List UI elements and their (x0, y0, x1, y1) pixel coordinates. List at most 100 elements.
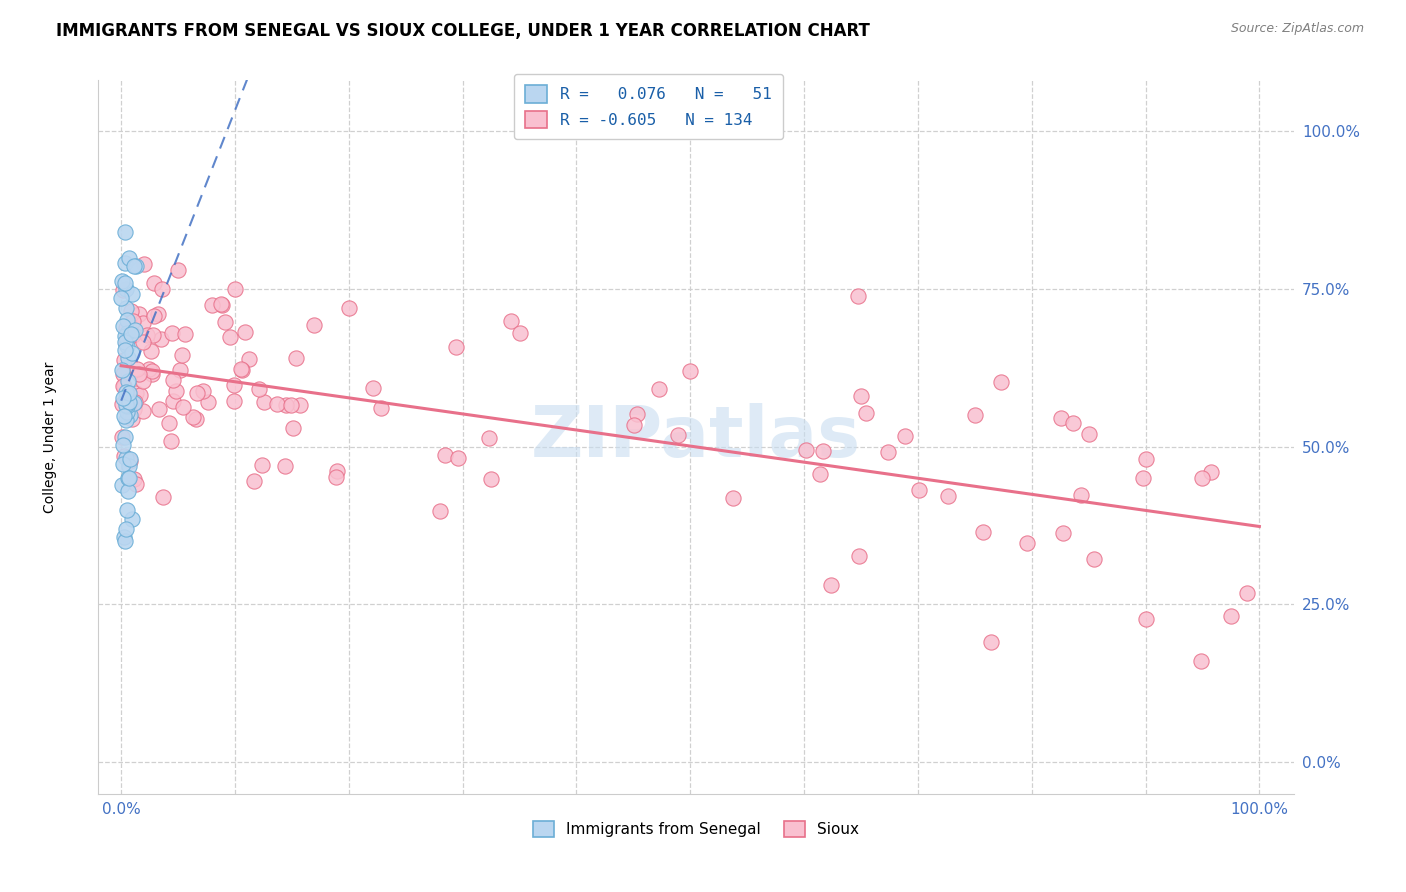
Point (186, 386, 208, 401)
Point (148, 402, 170, 417)
Point (132, 316, 155, 330)
Point (191, 384, 214, 398)
Point (118, 453, 141, 467)
Point (1070, 488, 1092, 502)
Point (1189, 654, 1212, 668)
Point (266, 397, 288, 411)
Point (121, 287, 143, 301)
Point (111, 283, 134, 297)
Point (111, 429, 134, 443)
Point (112, 318, 135, 333)
Point (114, 343, 136, 357)
Point (114, 276, 136, 290)
Point (112, 352, 135, 367)
Point (1191, 471, 1213, 485)
Point (112, 378, 135, 392)
Point (141, 364, 163, 378)
Point (820, 578, 842, 592)
Point (138, 361, 160, 376)
Point (143, 310, 166, 324)
Point (288, 398, 311, 412)
Point (963, 408, 986, 422)
Point (648, 383, 671, 397)
Point (894, 429, 917, 443)
Point (284, 351, 307, 365)
Point (150, 282, 173, 296)
Point (118, 471, 141, 485)
Point (112, 437, 135, 451)
Y-axis label: College, Under 1 year: College, Under 1 year (42, 361, 56, 513)
Point (363, 381, 385, 395)
Point (1199, 465, 1222, 479)
Point (152, 490, 174, 504)
Point (811, 444, 834, 458)
Point (181, 410, 204, 425)
Point (118, 395, 141, 409)
Point (120, 452, 142, 467)
Point (1132, 471, 1154, 485)
Point (478, 431, 501, 445)
Point (122, 328, 145, 343)
Point (499, 314, 522, 328)
Point (124, 395, 146, 409)
Point (174, 326, 197, 341)
Point (114, 256, 136, 270)
Point (132, 374, 155, 388)
Point (117, 405, 139, 419)
Point (794, 442, 817, 457)
Text: Source: ZipAtlas.com: Source: ZipAtlas.com (1230, 22, 1364, 36)
Point (219, 329, 242, 343)
Point (231, 361, 253, 376)
Point (110, 291, 132, 305)
Point (238, 352, 260, 367)
Point (1017, 536, 1039, 550)
Point (337, 301, 360, 315)
Point (125, 362, 148, 376)
Point (122, 472, 145, 486)
Point (111, 274, 134, 288)
Point (1050, 411, 1073, 425)
Point (118, 385, 141, 400)
Point (1236, 586, 1258, 600)
Point (118, 408, 141, 422)
Point (855, 407, 877, 421)
Point (209, 297, 232, 311)
Point (142, 277, 165, 291)
Point (157, 417, 180, 431)
Point (280, 398, 302, 412)
Point (114, 321, 136, 335)
Point (121, 512, 143, 526)
Point (125, 259, 148, 273)
Point (121, 346, 143, 360)
Point (1062, 416, 1084, 430)
Point (222, 377, 245, 392)
Point (114, 522, 136, 536)
Point (114, 451, 136, 466)
Point (167, 262, 190, 277)
Point (222, 393, 245, 408)
Text: IMMIGRANTS FROM SENEGAL VS SIOUX COLLEGE, UNDER 1 YEAR CORRELATION CHART: IMMIGRANTS FROM SENEGAL VS SIOUX COLLEGE… (56, 22, 870, 40)
Point (128, 368, 150, 382)
Point (124, 323, 146, 337)
Point (115, 399, 138, 413)
Point (1135, 612, 1157, 626)
Point (444, 340, 467, 354)
Point (936, 489, 959, 503)
Point (114, 413, 136, 427)
Point (184, 412, 207, 426)
Point (115, 398, 138, 412)
Point (247, 383, 270, 397)
Point (302, 318, 325, 332)
Point (115, 326, 138, 340)
Point (114, 225, 136, 239)
Point (111, 457, 134, 471)
Point (114, 430, 136, 444)
Point (122, 393, 145, 408)
Point (111, 367, 134, 381)
Point (115, 313, 138, 327)
Point (877, 444, 900, 458)
Point (132, 404, 155, 418)
Point (1077, 426, 1099, 441)
Point (276, 398, 298, 412)
Point (224, 282, 246, 296)
